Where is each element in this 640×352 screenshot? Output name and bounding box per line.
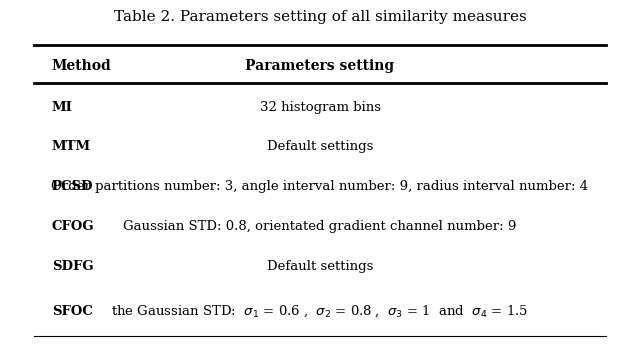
Text: MTM: MTM: [52, 140, 91, 153]
Text: Table 2. Parameters setting of all similarity measures: Table 2. Parameters setting of all simil…: [114, 10, 526, 24]
Text: Method: Method: [52, 59, 111, 73]
Text: Default settings: Default settings: [267, 140, 373, 153]
Text: MI: MI: [52, 101, 72, 114]
Text: the Gaussian STD:  $\sigma_1$ = 0.6 ,  $\sigma_2$ = 0.8 ,  $\sigma_3$ = 1  and  : the Gaussian STD: $\sigma_1$ = 0.6 , $\s…: [111, 304, 529, 319]
Text: Default settings: Default settings: [267, 260, 373, 273]
Text: 32 histogram bins: 32 histogram bins: [259, 101, 381, 114]
Text: PCSD: PCSD: [52, 180, 93, 193]
Text: CFOG: CFOG: [52, 220, 94, 233]
Text: SFOC: SFOC: [52, 305, 93, 318]
Text: Gaussian STD: 0.8, orientated gradient channel number: 9: Gaussian STD: 0.8, orientated gradient c…: [124, 220, 516, 233]
Text: SDFG: SDFG: [52, 260, 93, 273]
Text: Parameters setting: Parameters setting: [245, 59, 395, 73]
Text: Order partitions number: 3, angle interval number: 9, radius interval number: 4: Order partitions number: 3, angle interv…: [51, 180, 589, 193]
